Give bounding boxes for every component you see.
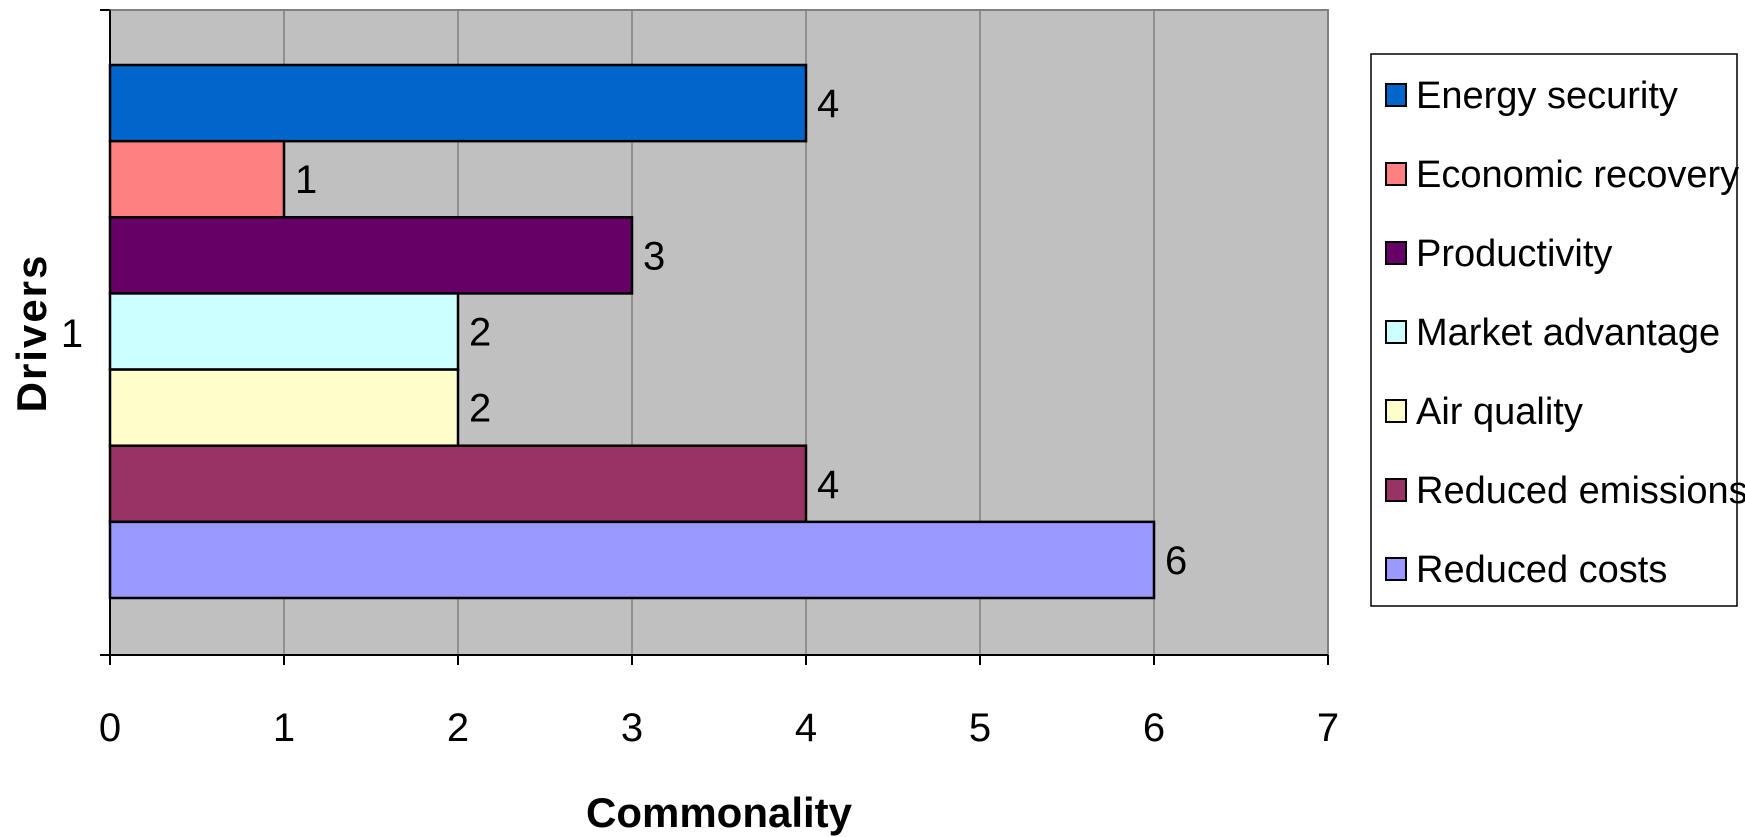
x-axis-title: Commonality — [586, 789, 853, 836]
bar-productivity — [108, 216, 634, 295]
data-label-productivity: 3 — [643, 234, 665, 278]
bar-energy-security — [108, 63, 808, 143]
data-label-reduced-costs: 6 — [1165, 539, 1187, 583]
legend-swatch-economic-recovery — [1385, 162, 1407, 186]
data-labels: 4 1 3 2 2 4 6 — [295, 82, 1187, 583]
x-tick-label-2: 2 — [447, 706, 469, 750]
data-label-reduced-emissions: 4 — [817, 463, 839, 507]
data-label-air-quality: 2 — [469, 387, 491, 431]
y-axis: 1 — [61, 9, 111, 656]
bar-reduced-costs — [108, 520, 1156, 600]
x-tick-label-5: 5 — [969, 706, 991, 750]
legend-swatch-reduced-costs — [1385, 557, 1407, 581]
x-tick-label-4: 4 — [795, 706, 817, 750]
legend: Energy security Economic recovery Producti… — [1370, 53, 1745, 607]
y-tick-label-1: 1 — [61, 312, 83, 356]
legend-box — [1370, 53, 1738, 607]
legend-label-reduced-emissions: Reduced emissions — [1416, 470, 1745, 512]
x-tick-label-1: 1 — [273, 706, 295, 750]
x-tick-label-3: 3 — [621, 706, 643, 750]
data-label-energy-security: 4 — [817, 82, 839, 126]
legend-swatch-air-quality — [1385, 399, 1407, 423]
bar-reduced-emissions — [108, 444, 808, 524]
bar-market-advantage — [108, 292, 460, 371]
x-tick-label-0: 0 — [99, 706, 121, 750]
data-label-market-advantage: 2 — [469, 311, 491, 355]
legend-swatch-productivity — [1385, 241, 1407, 265]
legend-label-reduced-costs: Reduced costs — [1416, 549, 1667, 591]
bar-air-quality — [108, 368, 460, 447]
legend-label-productivity: Productivity — [1416, 233, 1612, 275]
y-axis-title: Drivers — [8, 254, 55, 413]
bar-economic-recovery — [108, 139, 286, 219]
legend-label-economic-recovery: Economic recovery — [1416, 154, 1739, 196]
legend-label-air-quality: Air quality — [1416, 391, 1583, 433]
legend-label-market-advantage: Market advantage — [1416, 312, 1720, 354]
data-label-economic-recovery: 1 — [295, 158, 317, 202]
x-tick-label-6: 6 — [1143, 706, 1165, 750]
legend-swatch-energy-security — [1385, 83, 1407, 107]
legend-swatch-market-advantage — [1385, 320, 1407, 344]
bars — [108, 63, 1156, 600]
x-axis: 0 1 2 3 4 5 6 7 — [99, 654, 1339, 750]
legend-label-energy-security: Energy security — [1416, 75, 1678, 117]
x-tick-label-7: 7 — [1317, 706, 1339, 750]
legend-swatch-reduced-emissions — [1385, 478, 1407, 502]
